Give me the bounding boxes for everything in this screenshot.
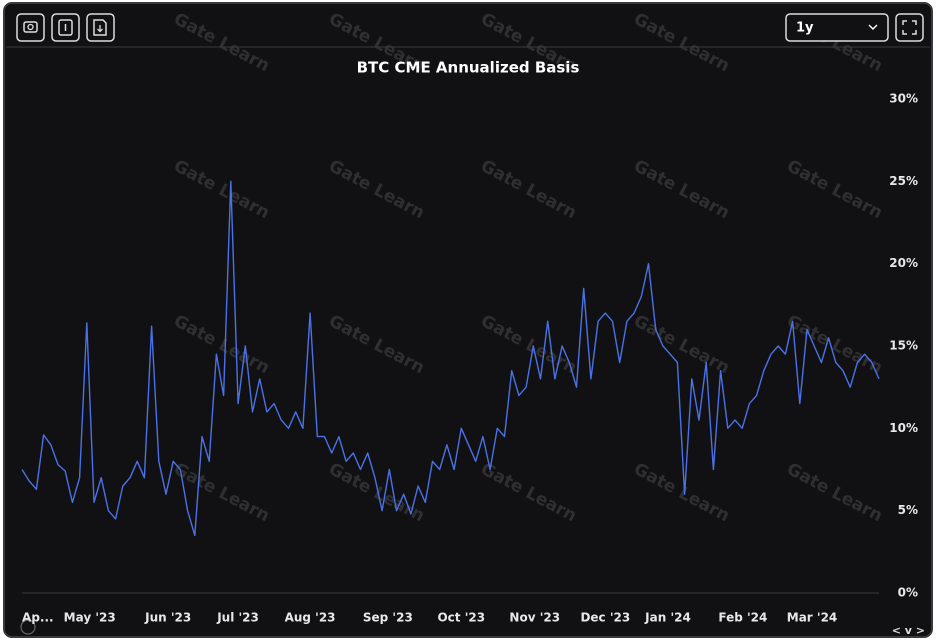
x-tick-label: Feb '24 <box>718 611 767 625</box>
x-tick-label: Ap... <box>22 611 54 625</box>
y-tick-label: 15% <box>889 339 918 353</box>
range-control[interactable]: < v > <box>892 624 925 637</box>
y-tick-label: 0% <box>898 586 918 600</box>
download-button[interactable] <box>86 13 115 42</box>
y-tick-label: 10% <box>889 421 918 435</box>
copy-button[interactable] <box>51 13 80 42</box>
y-tick-label: 20% <box>889 256 918 270</box>
panel-background <box>3 2 933 638</box>
x-tick-label: Nov '23 <box>509 611 560 625</box>
x-tick-label: Sep '23 <box>363 611 413 625</box>
x-tick-label: Oct '23 <box>437 611 485 625</box>
y-tick-label: 30% <box>889 92 918 106</box>
x-tick-label: Jan '24 <box>644 611 691 625</box>
info-icon[interactable] <box>20 619 36 635</box>
screenshot-button[interactable] <box>16 13 45 42</box>
fullscreen-button[interactable] <box>895 13 924 42</box>
x-tick-label: May '23 <box>64 611 116 625</box>
x-tick-label: Dec '23 <box>580 611 630 625</box>
range-dropdown[interactable]: 1y <box>785 13 889 42</box>
x-tick-label: Jul '23 <box>216 611 259 625</box>
chart-title: BTC CME Annualized Basis <box>357 59 580 77</box>
x-tick-label: Mar '24 <box>787 611 838 625</box>
range-value: 1y <box>796 21 814 36</box>
y-tick-label: 25% <box>889 174 918 188</box>
x-tick-label: Aug '23 <box>285 611 336 625</box>
series-line <box>21 180 880 537</box>
x-tick-label: Jun '23 <box>144 611 191 625</box>
y-tick-label: 5% <box>898 503 918 517</box>
